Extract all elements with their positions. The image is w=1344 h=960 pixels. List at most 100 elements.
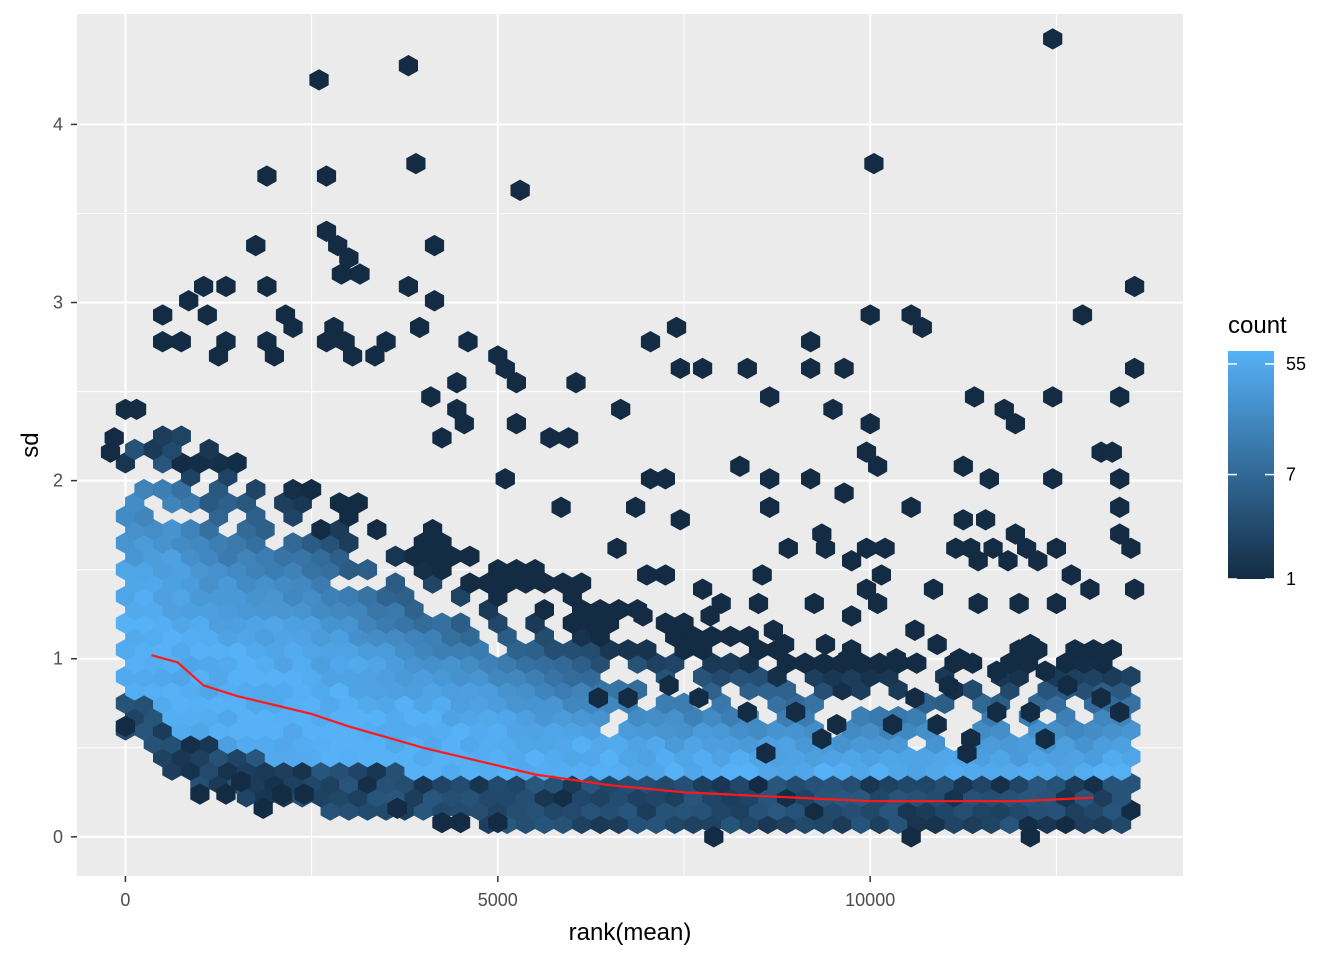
hex-bin-outlier [760, 386, 780, 408]
hex-bin-outlier [1005, 412, 1025, 435]
hex-bin [963, 679, 983, 701]
hex-bin-outlier [316, 220, 337, 242]
hex-bin-outlier [976, 509, 996, 531]
hex-bin-outlier [860, 304, 880, 326]
hex-bin-outlier [179, 290, 199, 312]
hex-bin-outlier [689, 687, 709, 709]
hex-bin-outlier [1125, 578, 1145, 600]
x-axis: 0 5000 10000 [120, 876, 895, 910]
hex-bin-outlier [1110, 701, 1130, 723]
hex-bin-outlier [868, 592, 888, 615]
hex-bin-outlier [987, 660, 1007, 682]
hex-bin [357, 558, 378, 581]
hex-bin-outlier [1046, 592, 1066, 615]
hex-bin-outlier [901, 826, 921, 848]
hex-bin [460, 545, 480, 567]
hex-bin-outlier [864, 152, 884, 175]
hex-bin-outlier [1125, 357, 1145, 380]
hex-bin-outlier [968, 592, 988, 615]
hex-bin-outlier [506, 371, 526, 394]
hex-bin-outlier [1110, 496, 1130, 519]
hex-bin-outlier [398, 54, 418, 77]
hex-bin-outlier [905, 619, 925, 641]
hex-bin-outlier [737, 701, 757, 723]
hex-bin-outlier [964, 386, 985, 408]
hex-bin-outlier [711, 592, 731, 615]
hex-bin-outlier [693, 357, 713, 380]
hex-bin-outlier [424, 290, 445, 312]
hex-bin-outlier [968, 550, 988, 572]
y-axis-title: sd [17, 432, 44, 457]
trend-line [151, 654, 1094, 803]
hex-bin-outlier [666, 316, 687, 339]
y-tick-label: 2 [53, 471, 63, 491]
hex-bin-outlier [1061, 564, 1081, 586]
hex-bin-outlier [376, 331, 396, 353]
x-tick-label: 0 [120, 890, 130, 910]
hex-bin-outlier [1005, 523, 1025, 545]
hex-bin-outlier [950, 648, 970, 670]
hex-bin-outlier [406, 152, 426, 175]
hex-bin-outlier [886, 648, 906, 670]
x-tick-label: 5000 [478, 890, 518, 910]
hex-bin-outlier [410, 316, 430, 339]
hex-bin-outlier [763, 619, 783, 641]
hex-bin-outlier [253, 797, 273, 820]
legend-break-label: 1 [1286, 569, 1296, 589]
hex-bin-outlier [815, 537, 836, 559]
hex-bin-outlier [115, 715, 135, 738]
hex-bin-outlier [953, 509, 973, 531]
x-tick-label: 10000 [845, 890, 895, 910]
hex-bin-outlier [328, 234, 348, 257]
hex-bin-outlier [1009, 592, 1029, 615]
hex-bin [423, 518, 443, 541]
hex-bin-outlier [350, 263, 370, 285]
hex-bin-outlier [1043, 28, 1063, 50]
hex-bin-outlier [871, 564, 891, 586]
hex-bin-outlier [901, 496, 921, 519]
hex-bin-outlier [197, 304, 217, 326]
hex-bin [171, 425, 191, 447]
hex-bin-outlier [398, 275, 418, 298]
hex-bin-outlier [558, 427, 579, 449]
hex-bin-outlier [927, 713, 947, 736]
hex-bin-outlier [760, 496, 780, 519]
y-tick-label: 4 [53, 114, 63, 134]
hex-bin-outlier [246, 234, 266, 257]
hex-bin-outlier [365, 345, 385, 367]
hex-bin-outlier [693, 578, 713, 600]
y-axis: 0 1 2 3 4 [53, 114, 77, 847]
y-tick-label: 0 [53, 827, 63, 847]
y-tick-label: 3 [53, 293, 63, 313]
x-axis-title: rank(mean) [569, 919, 692, 946]
hex-bin-outlier [506, 412, 526, 435]
hex-bin-outlier [309, 69, 329, 91]
hex-bin-outlier [670, 357, 690, 380]
hex-bin-outlier [272, 783, 292, 805]
hex-bin-outlier [153, 304, 173, 326]
hex-bin-outlier [659, 674, 679, 697]
hex-bin-outlier [257, 275, 277, 298]
hex-bin-outlier [447, 371, 467, 394]
hex-bin-outlier [756, 742, 776, 764]
hex-bin-outlier [551, 496, 571, 519]
hex-bin-outlier [127, 398, 147, 421]
legend-colorbar [1228, 351, 1274, 579]
hex-bin-outlier [912, 316, 932, 339]
hex-bin-outlier [778, 537, 798, 559]
hex-bin-outlier [901, 304, 921, 326]
hex-bin-outlier [316, 165, 337, 187]
hex-bin-outlier [786, 701, 806, 723]
hex-bin-outlier [1043, 468, 1063, 490]
hex-bin-outlier [626, 496, 646, 519]
hex-bin-outlier [264, 345, 284, 367]
hex-bin [385, 572, 405, 594]
hex-bin-outlier [700, 605, 720, 627]
hex-bin-outlier [1057, 674, 1078, 697]
hex-bin [227, 452, 247, 474]
hex-bin-outlier [451, 811, 471, 834]
hex-bin-outlier [856, 441, 877, 463]
hex-bin-outlier [875, 537, 895, 559]
hex-bin-outlier [294, 783, 314, 805]
hex-bin-outlier [1125, 275, 1145, 298]
